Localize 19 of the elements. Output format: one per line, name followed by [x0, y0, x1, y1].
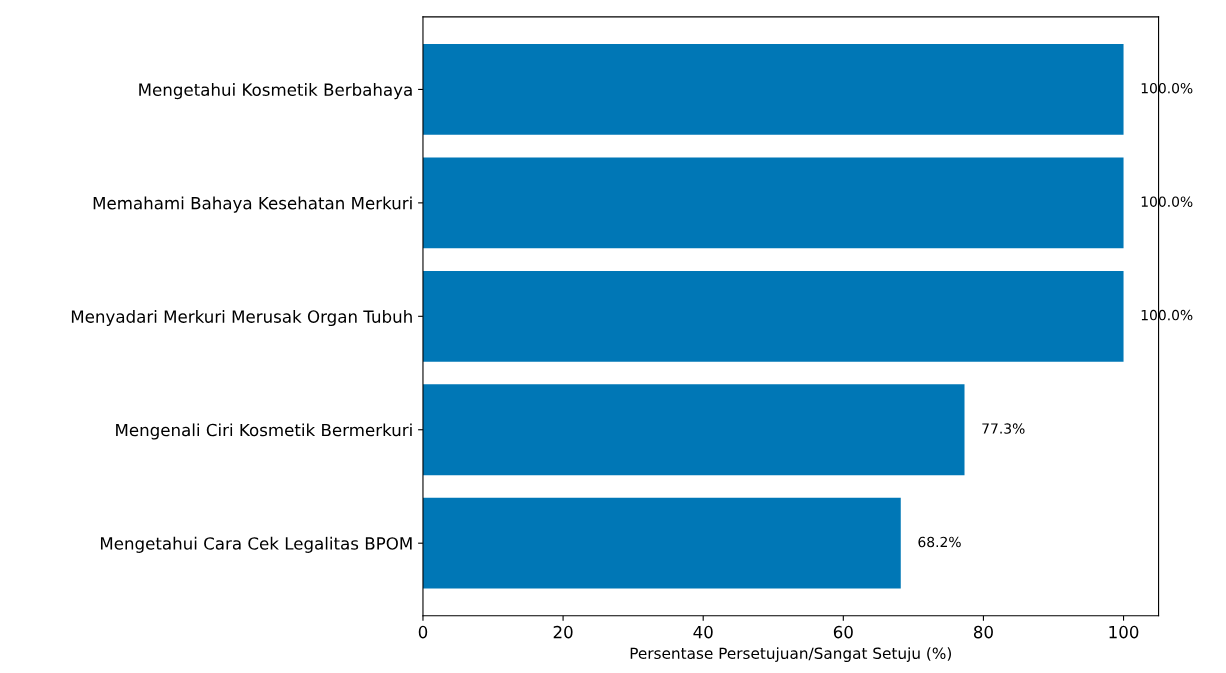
x-tick-label: 80	[973, 625, 993, 639]
data-label: 77.3%	[982, 423, 1025, 434]
x-tick-label: 0	[418, 625, 428, 639]
x-tick-label: 20	[553, 625, 573, 639]
bar	[422, 44, 1124, 135]
bar	[422, 270, 1124, 362]
y-tick-label: Mengetahui Kosmetik Berbahaya	[139, 83, 412, 100]
bar	[422, 497, 901, 589]
bar	[422, 384, 965, 476]
x-tick-label: 60	[833, 625, 853, 639]
x-axis-title: Persentase Persetujuan/Sangat Setuju (%)	[630, 647, 951, 662]
data-label: 68.2%	[918, 536, 961, 548]
x-tick-label: 40	[693, 625, 713, 639]
bar	[422, 157, 1124, 249]
y-tick-label: Memahami Bahaya Kesehatan Merkuri	[93, 196, 412, 213]
y-tick-label: Mengenali Ciri Kosmetik Bermerkuri	[116, 423, 412, 440]
x-tick-label: 100	[1109, 625, 1139, 639]
y-tick-label: Menyadari Merkuri Merusak Organ Tubuh	[71, 309, 412, 327]
y-tick-label: Mengetahui Cara Cek Legalitas BPOM	[100, 536, 412, 553]
